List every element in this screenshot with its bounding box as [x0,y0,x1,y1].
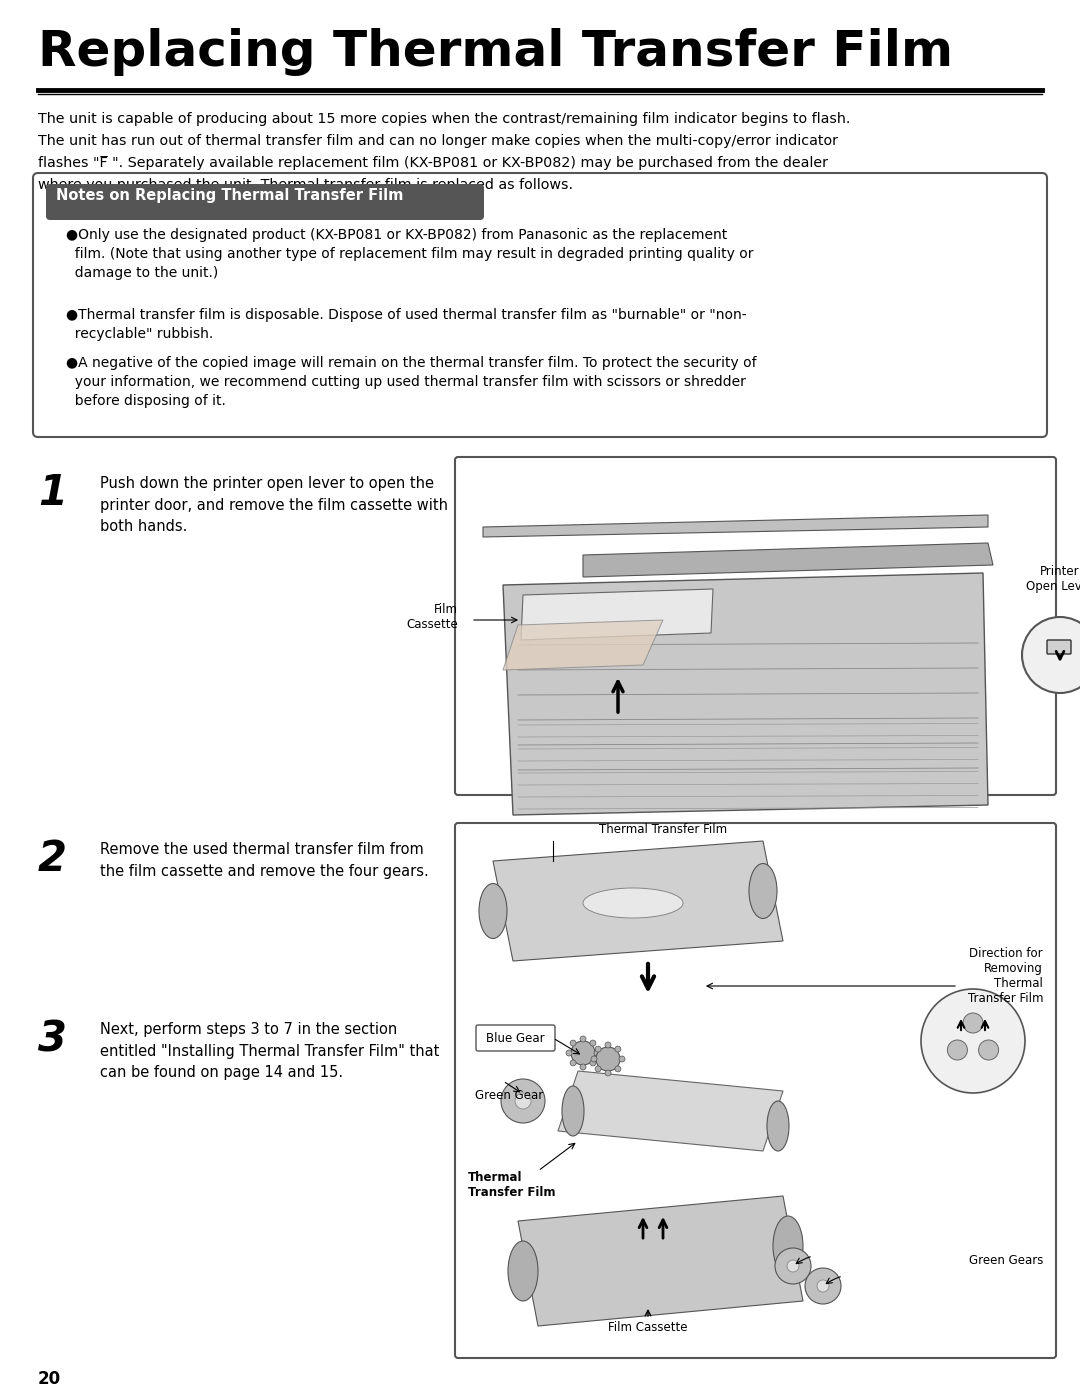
Text: The unit has run out of thermal transfer film and can no longer make copies when: The unit has run out of thermal transfer… [38,134,838,148]
Circle shape [816,1280,829,1292]
Circle shape [605,1042,611,1048]
Circle shape [605,1070,611,1076]
Polygon shape [518,1196,804,1326]
Text: Film
Cassette: Film Cassette [406,604,458,631]
Circle shape [595,1046,602,1052]
Circle shape [570,1060,576,1066]
Circle shape [580,1065,586,1070]
Text: your information, we recommend cutting up used thermal transfer film with scisso: your information, we recommend cutting u… [66,374,746,388]
Text: Next, perform steps 3 to 7 in the section
entitled "Installing Thermal Transfer : Next, perform steps 3 to 7 in the sectio… [100,1023,440,1080]
Ellipse shape [767,1101,789,1151]
Text: Printer
Open Lever: Printer Open Lever [1026,564,1080,592]
FancyBboxPatch shape [46,184,484,219]
Circle shape [515,1092,531,1109]
Circle shape [595,1066,602,1071]
Text: before disposing of it.: before disposing of it. [66,394,226,408]
Ellipse shape [750,863,777,918]
Polygon shape [583,543,993,577]
Circle shape [580,1037,586,1042]
Polygon shape [558,1071,783,1151]
Circle shape [805,1268,841,1303]
Circle shape [787,1260,799,1273]
Circle shape [615,1046,621,1052]
Circle shape [591,1056,597,1062]
Text: 1: 1 [38,472,67,514]
Circle shape [590,1060,596,1066]
Circle shape [615,1066,621,1071]
Text: ●A negative of the copied image will remain on the thermal transfer film. To pro: ●A negative of the copied image will rem… [66,356,757,370]
Text: Green Gear: Green Gear [475,1090,543,1102]
FancyBboxPatch shape [33,173,1047,437]
Circle shape [596,1046,620,1071]
FancyBboxPatch shape [476,1025,555,1051]
Text: Thermal Transfer Film: Thermal Transfer Film [599,823,727,835]
Text: Blue Gear: Blue Gear [486,1031,544,1045]
Text: where you purchased the unit. Thermal transfer film is replaced as follows.: where you purchased the unit. Thermal tr… [38,177,573,191]
Circle shape [571,1041,595,1065]
Circle shape [963,1013,983,1032]
Text: Green Gears: Green Gears [969,1255,1043,1267]
Text: Direction for
Removing
Thermal
Transfer Film: Direction for Removing Thermal Transfer … [968,947,1043,1004]
Text: 20: 20 [38,1370,62,1389]
Text: ●Only use the designated product (KX-BP081 or KX-BP082) from Panasonic as the re: ●Only use the designated product (KX-BP0… [66,228,727,242]
Text: flashes "F̅ ". Separately available replacement film (KX-BP081 or KX-BP082) may : flashes "F̅ ". Separately available repl… [38,156,828,170]
Circle shape [566,1051,572,1056]
Ellipse shape [583,888,683,918]
Text: Film Cassette: Film Cassette [608,1322,688,1334]
Circle shape [1022,617,1080,693]
FancyBboxPatch shape [455,823,1056,1358]
Circle shape [775,1248,811,1284]
Text: Replacing Thermal Transfer Film: Replacing Thermal Transfer Film [38,28,954,75]
Polygon shape [492,841,783,961]
Text: film. (Note that using another type of replacement film may result in degraded p: film. (Note that using another type of r… [66,247,754,261]
FancyBboxPatch shape [455,457,1056,795]
Ellipse shape [480,883,507,939]
Circle shape [921,989,1025,1092]
Circle shape [501,1078,545,1123]
Polygon shape [483,515,988,536]
Circle shape [570,1041,576,1046]
Polygon shape [503,573,988,814]
Circle shape [947,1039,968,1060]
Circle shape [619,1056,625,1062]
FancyBboxPatch shape [1047,640,1071,654]
Circle shape [978,1039,999,1060]
Text: Push down the printer open lever to open the
printer door, and remove the film c: Push down the printer open lever to open… [100,476,448,534]
Text: Remove the used thermal transfer film from
the film cassette and remove the four: Remove the used thermal transfer film fr… [100,842,429,879]
Text: The unit is capable of producing about 15 more copies when the contrast/remainin: The unit is capable of producing about 1… [38,112,850,126]
Polygon shape [503,620,663,671]
Text: Notes on Replacing Thermal Transfer Film: Notes on Replacing Thermal Transfer Film [56,189,403,203]
Ellipse shape [508,1241,538,1301]
Text: 3: 3 [38,1018,67,1060]
Text: damage to the unit.): damage to the unit.) [66,265,218,279]
Text: recyclable" rubbish.: recyclable" rubbish. [66,327,213,341]
Text: ●Thermal transfer film is disposable. Dispose of used thermal transfer film as ": ●Thermal transfer film is disposable. Di… [66,307,746,321]
Text: 2: 2 [38,838,67,880]
Ellipse shape [773,1215,804,1275]
Circle shape [594,1051,600,1056]
Text: Thermal
Transfer Film: Thermal Transfer Film [468,1171,555,1199]
Polygon shape [521,590,713,640]
Circle shape [590,1041,596,1046]
Ellipse shape [562,1085,584,1136]
